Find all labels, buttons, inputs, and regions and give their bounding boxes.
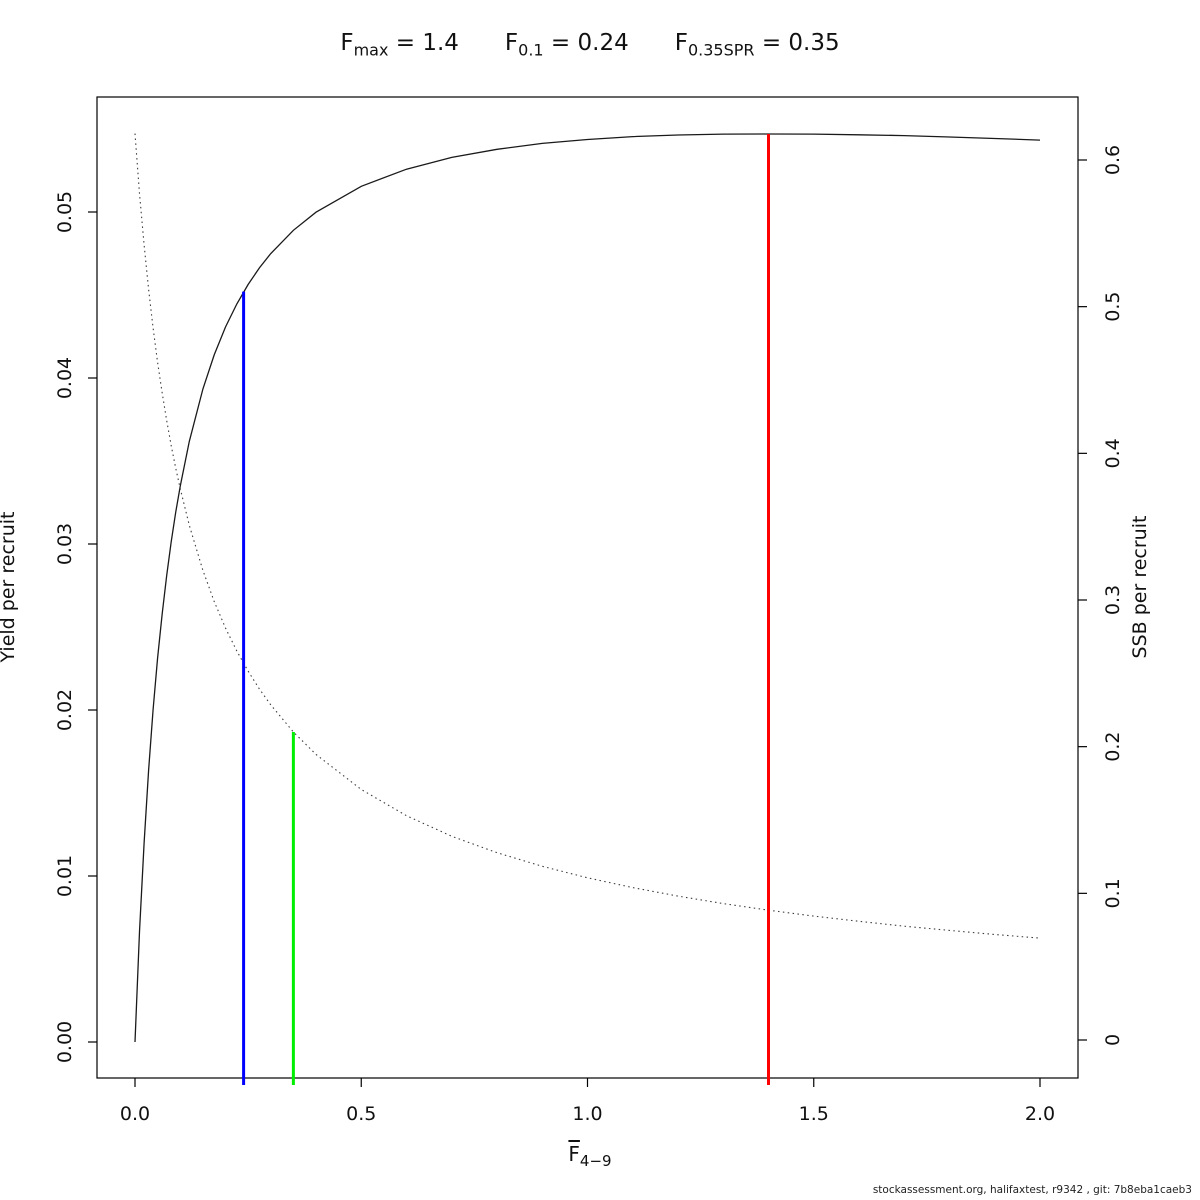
y-left-tick-label: 0.03 (54, 523, 76, 565)
y-axis-label-left: Yield per recruit (0, 511, 19, 663)
y-right-tick-label: 0.1 (1102, 878, 1124, 908)
ref-point-f035spr: F0.35SPR = 0.35 (674, 30, 840, 60)
x-tick-label: 1.5 (799, 1103, 829, 1125)
y-right-tick-label: 0.5 (1102, 292, 1124, 322)
ref-point-fmax: Fmax = 1.4 (340, 30, 459, 60)
y-right-tick-label: 0 (1102, 1034, 1124, 1046)
y-axis-label-right: SSB per recruit (1129, 515, 1151, 659)
ref-point-f01: F0.1 = 0.24 (504, 30, 629, 60)
y-right-tick-label: 0.4 (1102, 438, 1124, 468)
y-left-tick-label: 0.04 (54, 357, 76, 399)
y-right-tick-label: 0.2 (1102, 732, 1124, 762)
x-tick-label: 0.0 (120, 1103, 150, 1125)
y-right-tick-label: 0.6 (1102, 145, 1124, 175)
x-tick-label: 2.0 (1025, 1103, 1055, 1125)
x-axis-label: F4−9 (568, 1142, 612, 1170)
y-right-tick-label: 0.3 (1102, 585, 1124, 615)
footer-attribution: stockassessment.org, halifaxtest, r9342 … (872, 1184, 1192, 1196)
x-tick-label: 0.5 (346, 1103, 376, 1125)
y-left-tick-label: 0.01 (54, 855, 76, 897)
x-tick-label: 1.0 (572, 1103, 602, 1125)
y-left-tick-label: 0.02 (54, 689, 76, 731)
chart-title: Fmax = 1.4 F0.1 = 0.24 F0.35SPR = 0.35 (0, 30, 1180, 60)
yield-per-recruit-curve (134, 133, 1041, 1043)
y-left-tick-label: 0.05 (54, 191, 76, 233)
y-left-tick-label: 0.00 (54, 1021, 76, 1063)
